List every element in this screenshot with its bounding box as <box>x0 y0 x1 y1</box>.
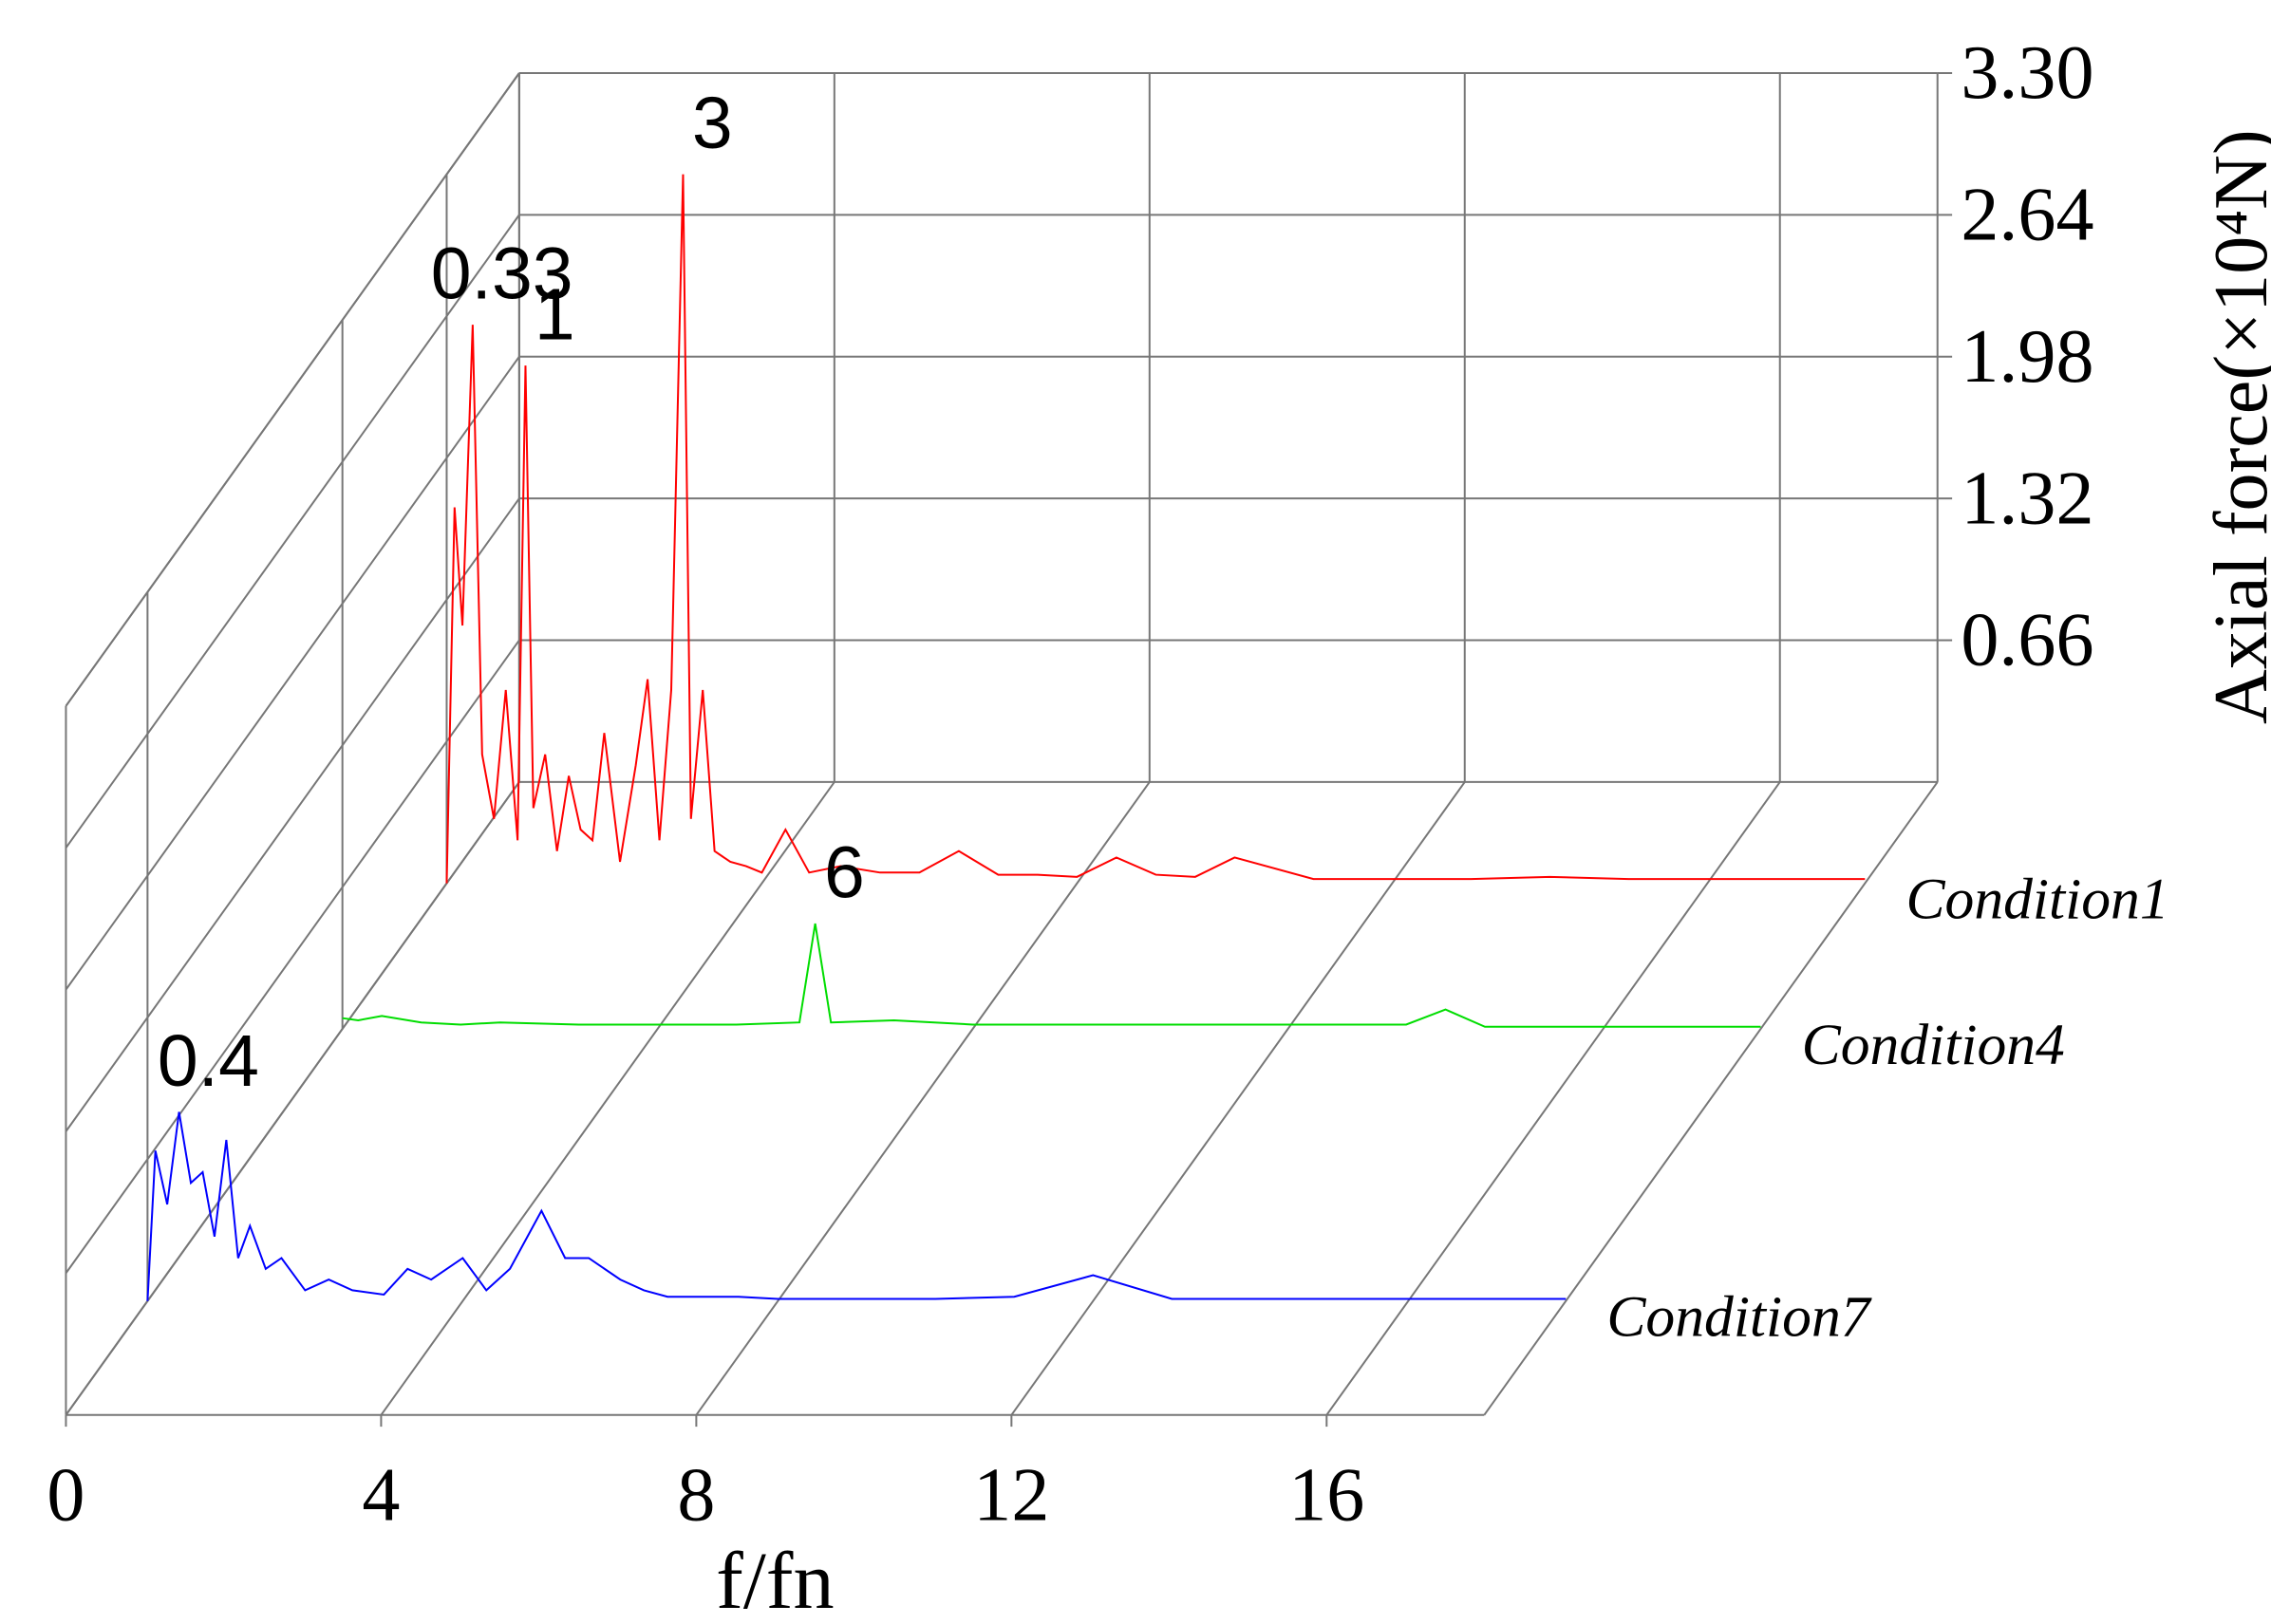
peak-label: 3 <box>692 83 733 164</box>
y-tick-label: 0.66 <box>1961 599 2093 682</box>
x-tick-label: 8 <box>677 1454 715 1538</box>
x-tick-label: 16 <box>1288 1454 1364 1538</box>
frame <box>1483 781 1939 1416</box>
grid-line <box>1010 781 1466 1416</box>
grid-line <box>65 639 520 1274</box>
grid-line <box>65 72 520 707</box>
peak-label: 0.33 <box>431 233 573 314</box>
legend-label: Condition1 <box>1905 868 2168 932</box>
grid-line <box>65 214 520 849</box>
x-tick-label: 0 <box>47 1454 84 1538</box>
x-tick-label: 4 <box>362 1454 400 1538</box>
grid-line <box>695 781 1151 1416</box>
grid-line <box>65 356 520 991</box>
y-axis-label: Axial force(×10⁴N) <box>2200 129 2271 724</box>
legend-label: Condition7 <box>1606 1285 1871 1350</box>
grid-line <box>380 781 835 1416</box>
grid-line <box>65 781 520 1416</box>
y-tick-label: 3.30 <box>1961 31 2093 115</box>
x-axis-label: f/fn <box>716 1535 835 1624</box>
series-line <box>445 174 1866 884</box>
grid-line <box>65 497 520 1132</box>
peak-label: 0.4 <box>158 1020 259 1102</box>
legend-label: Condition4 <box>1802 1013 2065 1077</box>
series-line <box>342 923 1761 1028</box>
y-tick-label: 1.98 <box>1961 315 2093 399</box>
peak-label: 1 <box>535 273 575 355</box>
x-tick-label: 12 <box>973 1454 1049 1538</box>
y-tick-label: 2.64 <box>1961 174 2093 257</box>
grid-line <box>1325 781 1781 1416</box>
peak-label: 6 <box>824 831 865 913</box>
y-tick-label: 1.32 <box>1961 457 2093 540</box>
series-line <box>146 1111 1567 1301</box>
